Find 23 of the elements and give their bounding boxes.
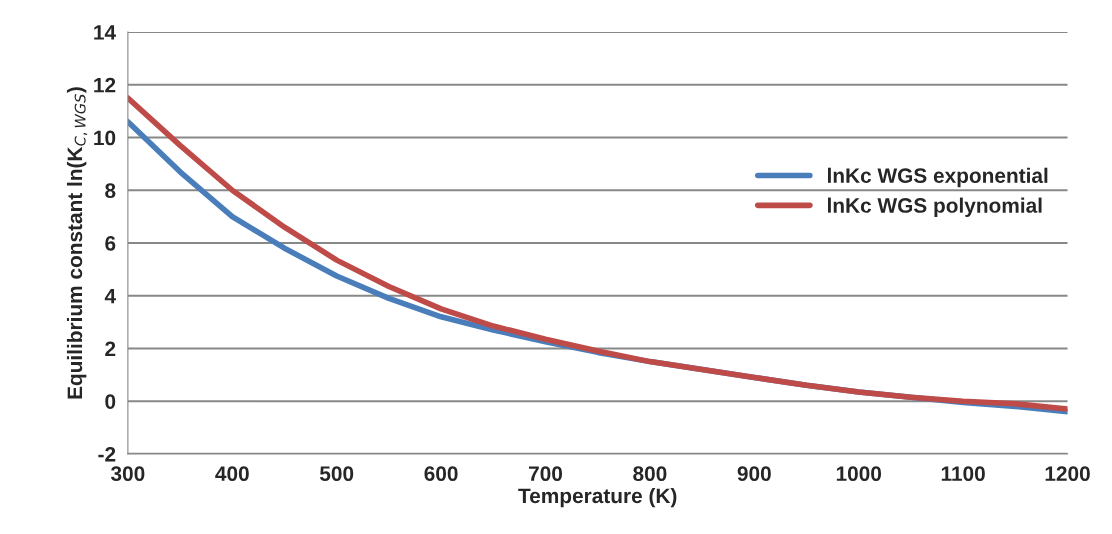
y-tick-label: 6 (105, 235, 116, 251)
legend-label: lnKc WGS exponential (827, 167, 1048, 188)
x-tick-label: 1200 (1045, 466, 1090, 482)
y-tick-label: 10 (94, 130, 116, 146)
x-tick-label: 1100 (941, 466, 985, 482)
legend-label: lnKc WGS polynomial (827, 197, 1042, 217)
x-tick-label: 500 (319, 466, 354, 482)
x-axis-title: Temperature (K) (518, 487, 677, 508)
y-tick-label: 14 (94, 25, 116, 40)
x-tick-label: 600 (424, 466, 458, 482)
y-axis-title: Equilibrium constant ln(K$_{C,WGS}$) (66, 87, 88, 399)
x-tick-label: 400 (215, 466, 249, 482)
y-tick-label: -2 (98, 446, 116, 462)
x-tick-label: 700 (529, 466, 563, 482)
y-tick-label: 12 (94, 77, 116, 93)
y-tick-label: 0 (105, 394, 116, 409)
y-tick-label: 8 (105, 183, 116, 198)
y-tick-label: 2 (105, 341, 116, 356)
x-tick-label: 1000 (836, 466, 882, 482)
x-tick-label: 800 (633, 466, 667, 482)
x-tick-label: 300 (110, 466, 145, 482)
x-tick-label: 900 (737, 466, 771, 482)
y-tick-label: 4 (104, 288, 116, 304)
